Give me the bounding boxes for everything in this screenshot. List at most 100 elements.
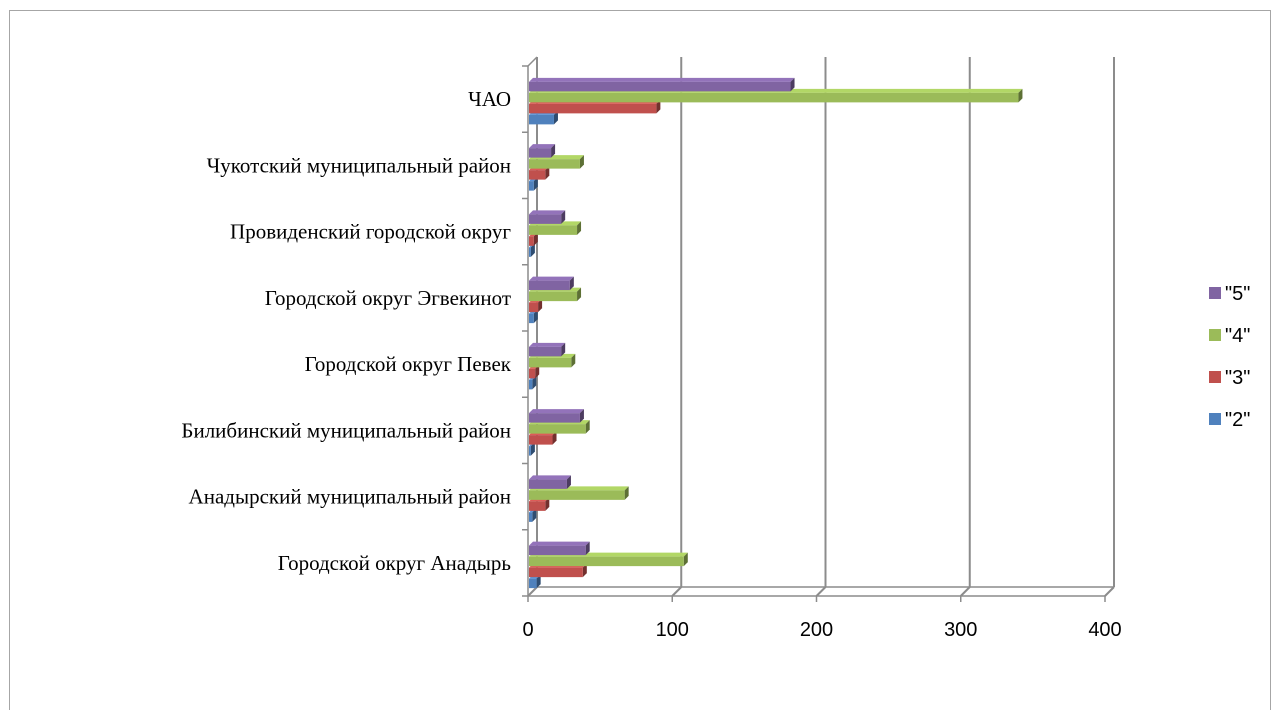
bar	[529, 148, 552, 158]
bar	[529, 92, 1019, 103]
bar	[529, 578, 537, 589]
bar-end	[532, 508, 537, 522]
bar	[529, 413, 580, 423]
bar	[529, 346, 562, 357]
bar-end	[566, 475, 571, 489]
axes	[522, 56, 1114, 602]
bar	[529, 313, 534, 324]
x-tick-label: 400	[1088, 619, 1121, 641]
category-label: Анадырский муниципальный район	[189, 485, 511, 509]
bar-end	[656, 99, 661, 114]
bar	[529, 490, 625, 500]
bar-end	[553, 110, 558, 125]
bar-end	[532, 375, 537, 390]
bar	[529, 291, 578, 302]
bar	[529, 214, 562, 224]
bar-end	[551, 144, 556, 158]
bar-end	[536, 574, 541, 589]
bar-end	[530, 442, 535, 456]
bar-end	[545, 166, 550, 180]
bar	[529, 114, 554, 125]
bar-top	[529, 210, 566, 215]
bar	[529, 103, 657, 114]
floor-line	[527, 586, 538, 597]
bar-end	[585, 541, 590, 556]
bar	[529, 424, 586, 434]
legend-label: "5"	[1225, 283, 1250, 305]
bar-top	[529, 77, 795, 82]
bar-top	[529, 475, 571, 480]
gridlines	[527, 57, 1115, 597]
bar	[529, 357, 572, 368]
bar-end	[535, 364, 540, 379]
bar	[529, 567, 583, 578]
legend-swatch	[1209, 287, 1221, 299]
legend-swatch	[1209, 413, 1221, 425]
floor-line	[960, 586, 971, 597]
category-label: Билибинский муниципальный район	[181, 418, 511, 442]
bar-end	[530, 243, 535, 257]
bar-end	[533, 309, 538, 324]
bar	[529, 435, 553, 445]
floor-line	[1104, 586, 1115, 597]
bar	[529, 479, 567, 489]
bars	[529, 77, 1023, 589]
bar-end	[1018, 88, 1023, 103]
bar-top	[529, 144, 556, 149]
category-labels: Городской округ Анадырь Анадырский муници…	[181, 87, 511, 575]
x-tick-labels: 0 100 200 300 400	[522, 619, 1121, 641]
bar	[529, 247, 531, 257]
bar-end	[533, 232, 538, 246]
category-label: Чукотский муниципальный район	[207, 153, 511, 177]
bar	[529, 170, 546, 180]
bar-top	[529, 541, 590, 546]
category-label: Городской округ Певек	[305, 352, 512, 376]
bar	[529, 556, 684, 567]
bar	[529, 501, 546, 511]
x-tick-label: 200	[800, 619, 833, 641]
bar-top	[529, 342, 566, 347]
x-tick-label: 0	[522, 619, 533, 641]
x-tick-label: 300	[944, 619, 977, 641]
bar-top	[529, 276, 574, 281]
bar-end	[561, 342, 566, 357]
category-label: ЧАО	[468, 87, 511, 111]
category-label: Городской округ Анадырь	[278, 551, 511, 575]
bar	[529, 545, 586, 556]
legend-label: "3"	[1225, 367, 1250, 389]
bar	[529, 159, 580, 169]
bar-end	[683, 552, 688, 567]
bar-end	[561, 210, 566, 224]
bar-end	[577, 287, 582, 302]
bar-end	[577, 221, 582, 235]
category-label: Провиденский городской округ	[230, 220, 511, 244]
bar-end	[582, 563, 587, 578]
bar	[529, 512, 533, 522]
bar	[529, 280, 570, 291]
bar-end	[585, 420, 590, 434]
bar-top	[529, 409, 584, 414]
legend: "5" "4" "3" "2"	[1209, 283, 1250, 431]
category-label: Городской округ Эгвекинот	[265, 286, 511, 310]
bar	[529, 379, 533, 390]
chart-frame	[9, 10, 1271, 710]
bar-end	[579, 155, 584, 169]
bar-end	[579, 409, 584, 423]
bar	[529, 368, 536, 379]
floor-line	[671, 586, 682, 597]
x-tick-label: 100	[656, 619, 689, 641]
bar	[529, 302, 539, 313]
bar-end	[533, 177, 538, 191]
bar-end	[790, 77, 795, 92]
y-axis-depth	[527, 56, 538, 67]
bar-end	[545, 497, 550, 511]
floor-line	[815, 586, 827, 597]
bar	[529, 446, 531, 456]
legend-label: "4"	[1225, 325, 1250, 347]
legend-swatch	[1209, 329, 1221, 341]
bar-end	[624, 486, 629, 500]
bar-end	[571, 353, 576, 368]
bar	[529, 81, 791, 92]
bar	[529, 225, 578, 235]
